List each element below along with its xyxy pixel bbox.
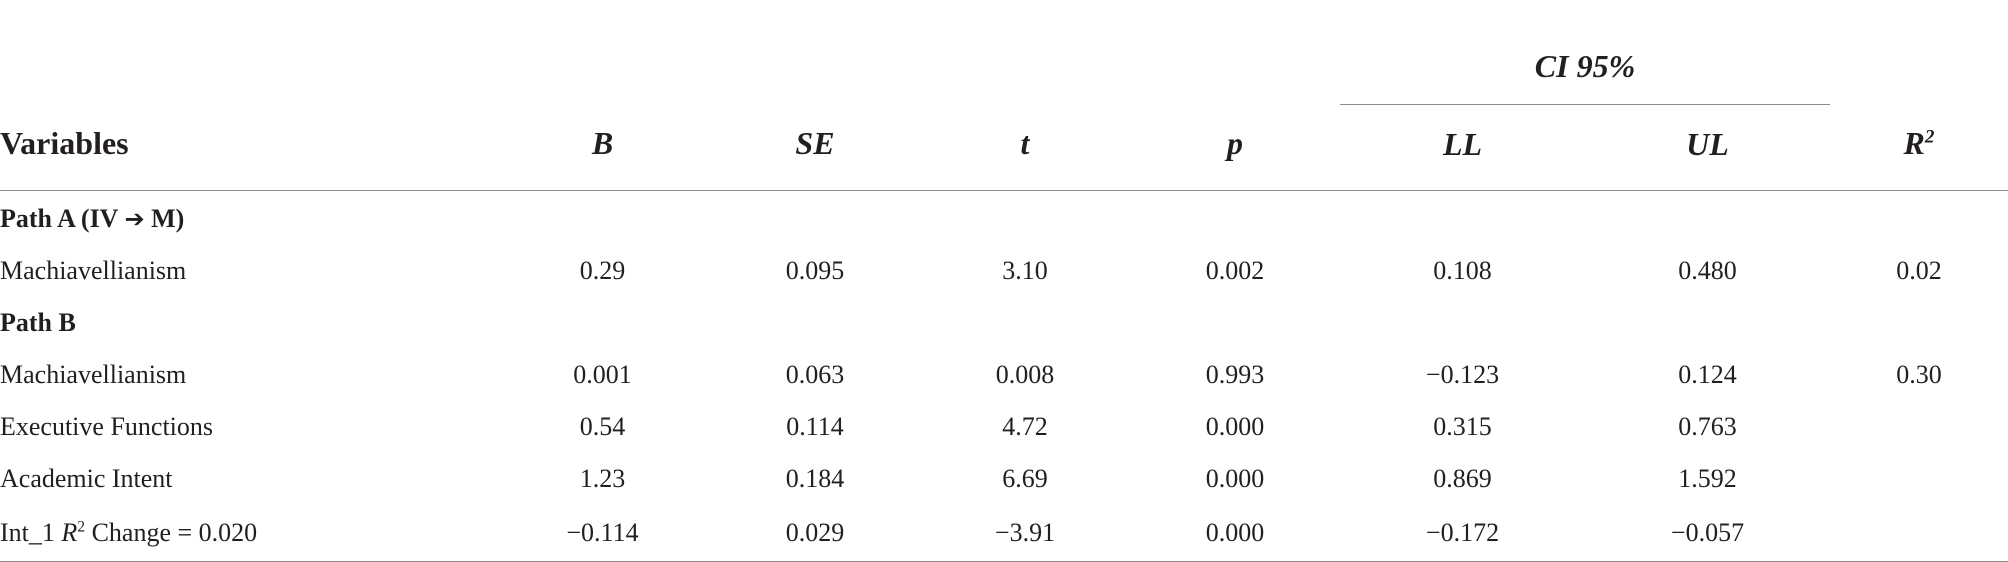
table-header: CI 95% Variables B SE t p LL UL R2	[0, 0, 2008, 191]
cell-b: 1.23	[579, 464, 626, 493]
cell-p: 0.000	[1205, 412, 1265, 441]
cell-t: −3.91	[920, 505, 1130, 562]
row-label: Int_1 R2 Change = 0.020	[0, 505, 495, 562]
cell-se: 0.029	[710, 505, 920, 562]
header-spacer	[0, 0, 1340, 105]
cell-se: 0.114	[786, 412, 844, 441]
right-arrow-icon: ➔	[124, 205, 145, 233]
table-body: Path A (IV ➔ M) Machiavellianism 0.29 0.…	[0, 191, 2008, 562]
cell-b: −0.114	[495, 505, 710, 562]
cell-r2	[1830, 505, 2008, 562]
table-row: Machiavellianism 0.29 0.095 3.10 0.002 0…	[0, 245, 2008, 297]
cell-ll: 0.869	[1433, 464, 1492, 493]
cell-b: 0.001	[573, 360, 632, 389]
cell-ul: 0.124	[1678, 360, 1737, 389]
row-label: Machiavellianism	[0, 360, 187, 389]
cell-r2: 0.30	[1896, 360, 1942, 389]
cell-se: 0.063	[785, 360, 845, 389]
section-label-path-b: Path B	[0, 308, 76, 337]
table-row: Academic Intent 1.23 0.184 6.69 0.000 0.…	[0, 453, 2008, 505]
r2-sup: 2	[1924, 126, 1935, 148]
row-label: Executive Functions	[0, 412, 214, 441]
cell-ul: 0.763	[1678, 412, 1737, 441]
cell-ll: −0.123	[1425, 360, 1500, 389]
cell-b: 0.54	[579, 412, 626, 441]
ci-group-header: CI 95%	[1340, 0, 1831, 105]
row-label-prefix: Int_1	[0, 518, 62, 547]
cell-p: 0.002	[1205, 256, 1265, 285]
cell-ul: 1.592	[1678, 464, 1737, 493]
cell-t: 6.69	[1002, 464, 1048, 493]
path-a-suffix: M)	[144, 204, 185, 233]
row-label: Academic Intent	[0, 464, 173, 493]
cell-t: 3.10	[1002, 256, 1048, 285]
header-spacer-right	[1830, 0, 2008, 105]
cell-se: 0.095	[785, 256, 845, 285]
cell-ul: −0.057	[1585, 505, 1831, 562]
col-header-variables: Variables	[0, 104, 495, 191]
section-label-path-a: Path A (IV ➔ M)	[0, 191, 2008, 246]
cell-b: 0.29	[579, 256, 626, 285]
cell-r2	[1830, 401, 2008, 453]
cell-p: 0.993	[1205, 360, 1265, 389]
cell-ul: 0.480	[1678, 256, 1737, 285]
table-row: Machiavellianism 0.001 0.063 0.008 0.993…	[0, 349, 2008, 401]
col-header-se: SE	[710, 104, 920, 191]
header-row-group: CI 95%	[0, 0, 2008, 105]
cell-t: 4.72	[1002, 412, 1048, 441]
cell-ll: −0.172	[1340, 505, 1585, 562]
path-a-prefix: Path A (IV	[0, 204, 125, 233]
cell-t: 0.008	[995, 360, 1055, 389]
section-row-path-a: Path A (IV ➔ M)	[0, 191, 2008, 246]
col-header-t: t	[920, 104, 1130, 191]
col-header-ll: LL	[1340, 104, 1585, 191]
row-label: Machiavellianism	[0, 256, 187, 285]
cell-ll: 0.315	[1433, 412, 1492, 441]
table-row: Int_1 R2 Change = 0.020 −0.114 0.029 −3.…	[0, 505, 2008, 562]
cell-r2: 0.02	[1896, 256, 1942, 285]
row-label-sup: 2	[77, 518, 86, 536]
row-label-suffix: Change = 0.020	[85, 518, 258, 547]
col-header-ul: UL	[1585, 104, 1831, 191]
cell-se: 0.184	[785, 464, 845, 493]
cell-p: 0.000	[1130, 505, 1340, 562]
cell-r2	[1830, 453, 2008, 505]
cell-p: 0.000	[1205, 464, 1265, 493]
table-row: Executive Functions 0.54 0.114 4.72 0.00…	[0, 401, 2008, 453]
col-header-b: B	[495, 104, 710, 191]
cell-ll: 0.108	[1433, 256, 1492, 285]
header-row-columns: Variables B SE t p LL UL R2	[0, 104, 2008, 191]
r2-base: R	[1903, 125, 1925, 162]
section-row-path-b: Path B	[0, 297, 2008, 349]
row-label-r: R	[61, 518, 78, 547]
col-header-r2: R2	[1830, 104, 2008, 191]
col-header-p: p	[1130, 104, 1340, 191]
